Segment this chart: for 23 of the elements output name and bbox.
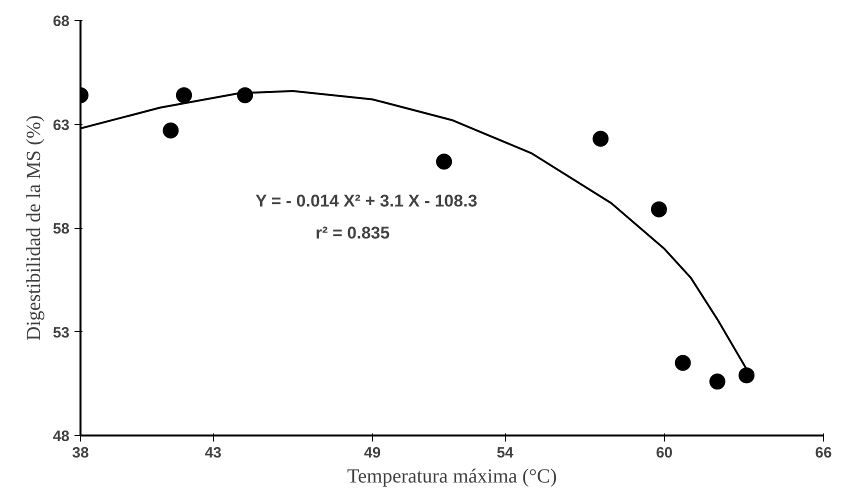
point	[436, 154, 452, 170]
annotation: Y = - 0.014 X² + 3.1 X - 108.3	[256, 192, 478, 210]
point	[162, 122, 179, 138]
y-axis-title: Digestibilidad de la MS (%)	[22, 115, 45, 341]
y-tick-label: 53	[52, 324, 70, 342]
x-tick-label: 60	[656, 444, 673, 462]
x-tick-label: 66	[815, 444, 832, 462]
point	[709, 374, 726, 390]
x-tick-label: 38	[72, 444, 89, 462]
point	[592, 130, 609, 147]
x-tick-label: 43	[204, 444, 222, 462]
y-tick-label: 63	[52, 116, 70, 134]
x-tick-label: 54	[496, 444, 514, 462]
point	[650, 201, 667, 218]
y-tick-label: 58	[52, 220, 70, 238]
x-axis-title: Temperatura máxima (°C)	[347, 466, 557, 488]
point	[176, 87, 192, 104]
y-tick-label: 48	[52, 428, 70, 445]
x-tick-label: 49	[364, 444, 381, 462]
point	[738, 367, 755, 384]
y-tick-label: 68	[52, 13, 70, 30]
point	[674, 354, 691, 371]
annotation: r² = 0.835	[316, 224, 390, 242]
